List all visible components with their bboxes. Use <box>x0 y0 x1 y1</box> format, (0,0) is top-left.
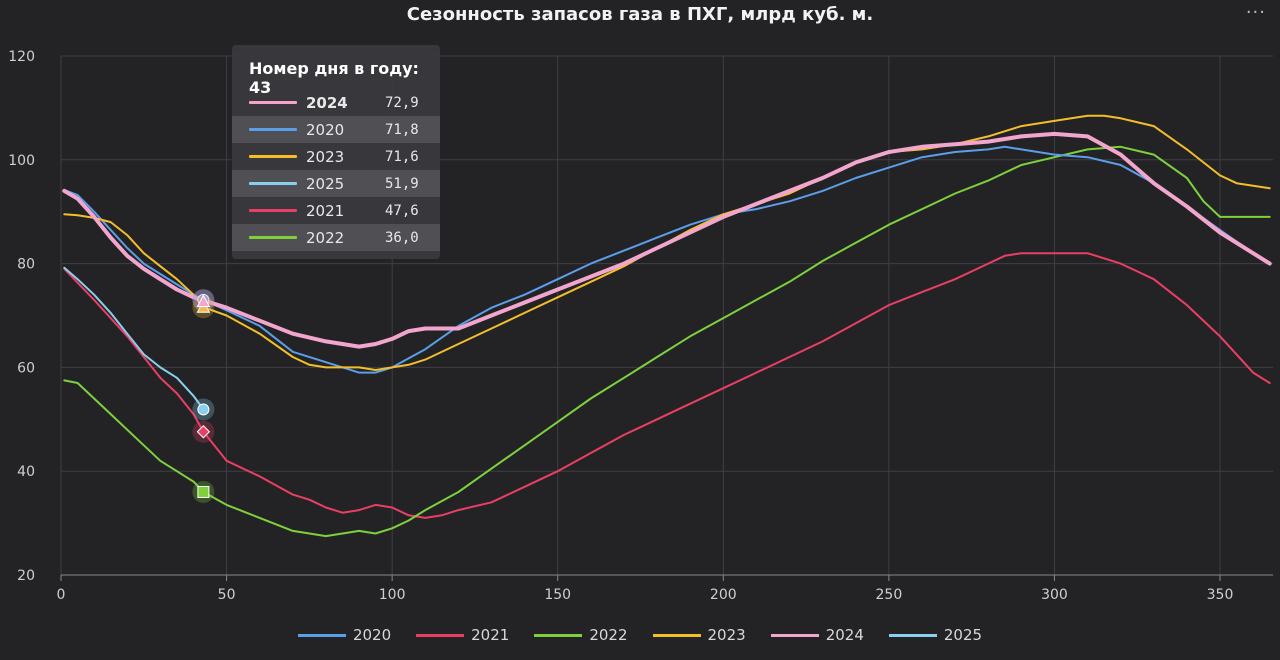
series-line-2025[interactable] <box>63 266 205 411</box>
legend-swatch <box>652 633 701 637</box>
tooltip-row-2021: 2021 47,6 <box>232 197 440 224</box>
tooltip-year: 2021 <box>306 202 345 220</box>
tooltip-swatch <box>249 209 297 212</box>
axis-labels: 20 40 60 80 100 120 0 50 100 150 200 250 300 350 <box>8 49 1233 603</box>
legend-swatch <box>770 633 819 637</box>
x-tick-label: 0 <box>57 587 66 603</box>
tooltip-row-2022: 2022 36,0 <box>232 224 440 251</box>
legend-swatch <box>888 633 937 637</box>
x-tick-label: 350 <box>1207 587 1234 603</box>
legend-swatch <box>534 633 583 637</box>
tooltip-value: 72,9 <box>385 95 419 111</box>
legend-label: 2025 <box>943 626 983 644</box>
x-tick-label: 150 <box>544 587 571 603</box>
legend-swatch <box>416 633 465 637</box>
chart-menu-button[interactable]: ··· <box>1245 2 1266 23</box>
legend-label: 2021 <box>471 626 510 644</box>
tooltip-header: Номер дня в году: 43 <box>249 59 419 97</box>
legend-item-2021[interactable]: 2021 <box>416 624 509 646</box>
tooltip-swatch <box>249 236 297 239</box>
tooltip-row-2025: 2025 51,9 <box>232 170 440 197</box>
tooltip-value: 51,9 <box>385 176 419 192</box>
legend-item-2022[interactable]: 2022 <box>534 624 628 646</box>
legend-item-2023[interactable]: 2023 <box>652 624 746 646</box>
legend-label: 2020 <box>352 626 392 644</box>
series-line-2023[interactable] <box>63 114 1271 371</box>
series-lines <box>62 114 1272 538</box>
y-tick-label: 100 <box>8 153 35 169</box>
y-tick-label: 80 <box>17 257 35 273</box>
tooltip-value: 71,6 <box>385 149 419 165</box>
tooltip-swatch <box>249 101 297 104</box>
series-line-2024[interactable] <box>62 131 1272 349</box>
tooltip-value: 36,0 <box>385 230 419 246</box>
y-tick-label: 120 <box>8 49 35 65</box>
tooltip-row-2020: 2020 71,8 <box>232 116 440 143</box>
y-tick-label: 40 <box>17 464 35 480</box>
x-tick-label: 300 <box>1041 587 1068 603</box>
legend-item-2020[interactable]: 2020 <box>297 624 392 646</box>
y-tick-label: 20 <box>17 568 35 584</box>
hover-markers <box>192 288 215 503</box>
tooltip-value: 47,6 <box>385 203 419 219</box>
tooltip-value: 71,8 <box>385 122 419 138</box>
legend-label: 2023 <box>707 626 746 644</box>
tooltip-swatch <box>249 128 297 131</box>
tooltip-year: 2020 <box>306 121 345 139</box>
legend-label: 2022 <box>589 626 628 644</box>
tooltip-row-2024: 2024 72,9 <box>232 89 440 116</box>
series-line-2021[interactable] <box>63 252 1271 519</box>
x-tick-label: 50 <box>218 587 236 603</box>
hover-marker-2025 <box>197 403 210 416</box>
legend: 2020 2021 2022 2023 2024 2025 <box>0 624 1280 646</box>
y-tick-label: 60 <box>17 360 35 376</box>
legend-label: 2024 <box>825 626 864 644</box>
hover-marker-2024 <box>196 294 211 307</box>
tooltip-year: 2025 <box>306 175 345 193</box>
tooltip-row-2023: 2023 71,6 <box>232 143 440 170</box>
x-tick-label: 200 <box>710 587 737 603</box>
hover-marker-2022 <box>197 485 210 498</box>
chart-title: Сезонность запасов газа в ПХГ, млрд куб.… <box>406 4 874 25</box>
legend-item-2024[interactable]: 2024 <box>770 624 864 646</box>
legend-swatch <box>297 633 346 637</box>
legend-item-2025[interactable]: 2025 <box>888 624 983 646</box>
x-tick-label: 100 <box>379 587 406 603</box>
tooltip-year: 2022 <box>306 229 345 247</box>
tooltip-swatch <box>249 155 297 158</box>
series-line-2020[interactable] <box>63 145 1271 374</box>
tooltip: Номер дня в году: 43 2024 72,9 2020 71,8 202… <box>232 45 440 259</box>
tooltip-swatch <box>249 182 297 185</box>
tooltip-year: 2024 <box>306 94 348 112</box>
x-tick-label: 250 <box>876 587 903 603</box>
hover-marker-2021 <box>196 425 211 439</box>
tooltip-year: 2023 <box>306 148 345 166</box>
